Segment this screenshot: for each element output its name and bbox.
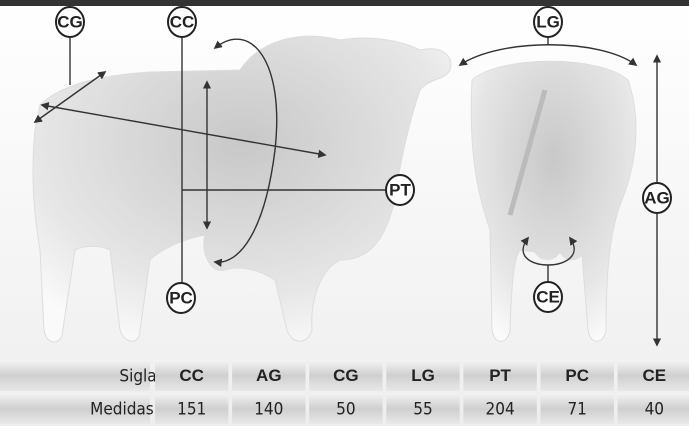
bull-measure-diagram: CGCCLGPTAGPCCE SiglasCCAGCGLGPTPCCEMedid… <box>0 0 689 426</box>
cell-text: 140 <box>254 400 283 420</box>
label-text: CC <box>170 12 195 31</box>
cell-text: 204 <box>486 400 515 420</box>
cell-text: 55 <box>413 400 432 420</box>
cell-text: PC <box>565 366 589 385</box>
label-text: AG <box>644 188 670 207</box>
cell-text: 151 <box>177 400 206 420</box>
cell-text: 71 <box>567 400 586 420</box>
cell-text: 40 <box>645 400 664 420</box>
cell-text: CC <box>179 366 204 385</box>
label-text: CG <box>57 12 83 31</box>
cell-text: LG <box>411 366 435 385</box>
cell-text: CG <box>333 366 359 385</box>
cell-text: CE <box>642 366 666 385</box>
cell-text: AG <box>256 366 282 385</box>
label-text: LG <box>536 12 560 31</box>
label-text: CE <box>536 287 560 306</box>
cell-text: PT <box>489 366 511 385</box>
cell-text: 50 <box>336 400 355 420</box>
label-text: PC <box>169 288 193 307</box>
top-bar <box>0 0 689 6</box>
label-text: PT <box>389 180 411 199</box>
